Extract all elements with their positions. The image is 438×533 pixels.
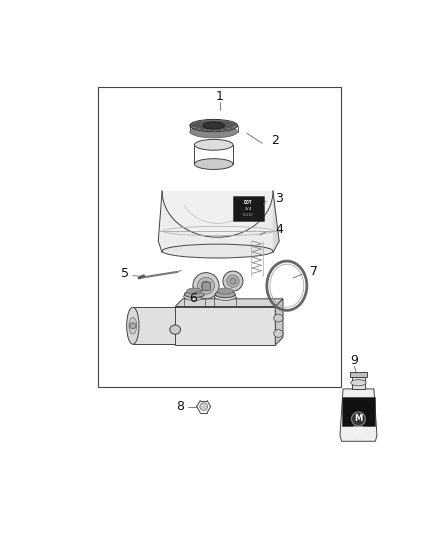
Text: 3: 3 [275, 192, 283, 205]
Ellipse shape [274, 314, 283, 322]
Ellipse shape [194, 140, 233, 150]
Circle shape [200, 403, 208, 410]
Ellipse shape [198, 277, 215, 294]
Ellipse shape [215, 290, 235, 297]
Ellipse shape [170, 325, 180, 334]
Polygon shape [340, 389, 377, 441]
Polygon shape [273, 191, 279, 251]
Ellipse shape [187, 288, 202, 294]
Text: 1: 1 [216, 90, 224, 103]
Text: 9: 9 [351, 354, 359, 367]
Text: 5: 5 [121, 267, 129, 280]
Ellipse shape [184, 290, 205, 297]
Text: 2: 2 [272, 134, 279, 148]
Ellipse shape [203, 122, 224, 129]
Polygon shape [175, 299, 283, 306]
Bar [233, 196, 264, 221]
Ellipse shape [127, 308, 139, 344]
Circle shape [352, 412, 365, 426]
Ellipse shape [223, 271, 243, 291]
Bar [342, 397, 374, 426]
Text: BRAKE: BRAKE [353, 426, 364, 430]
Text: 8: 8 [177, 400, 184, 413]
Ellipse shape [184, 293, 205, 301]
Bar [175, 306, 276, 345]
Text: M: M [354, 415, 363, 423]
Circle shape [130, 322, 136, 329]
Polygon shape [133, 308, 175, 344]
Text: DOT: DOT [244, 200, 253, 205]
Ellipse shape [351, 379, 366, 386]
Ellipse shape [162, 244, 273, 258]
Bar [350, 372, 367, 377]
Ellipse shape [215, 293, 236, 301]
Ellipse shape [230, 278, 236, 284]
Text: 6: 6 [189, 292, 197, 305]
Text: 3/4: 3/4 [244, 207, 252, 211]
Ellipse shape [193, 273, 219, 299]
Bar [98, 87, 341, 387]
Polygon shape [158, 191, 279, 251]
Bar [352, 377, 365, 389]
Ellipse shape [190, 126, 237, 138]
Ellipse shape [194, 159, 233, 169]
Text: FLUID: FLUID [243, 213, 254, 217]
Polygon shape [162, 191, 273, 237]
Ellipse shape [190, 119, 237, 132]
Polygon shape [276, 299, 283, 345]
Bar [202, 282, 210, 289]
Text: FLUID: FLUID [353, 431, 364, 435]
Ellipse shape [274, 329, 283, 337]
Ellipse shape [218, 288, 233, 294]
Ellipse shape [227, 275, 239, 287]
Ellipse shape [129, 318, 137, 334]
Ellipse shape [201, 281, 211, 290]
Text: 7: 7 [310, 265, 318, 278]
Text: 4: 4 [275, 223, 283, 236]
